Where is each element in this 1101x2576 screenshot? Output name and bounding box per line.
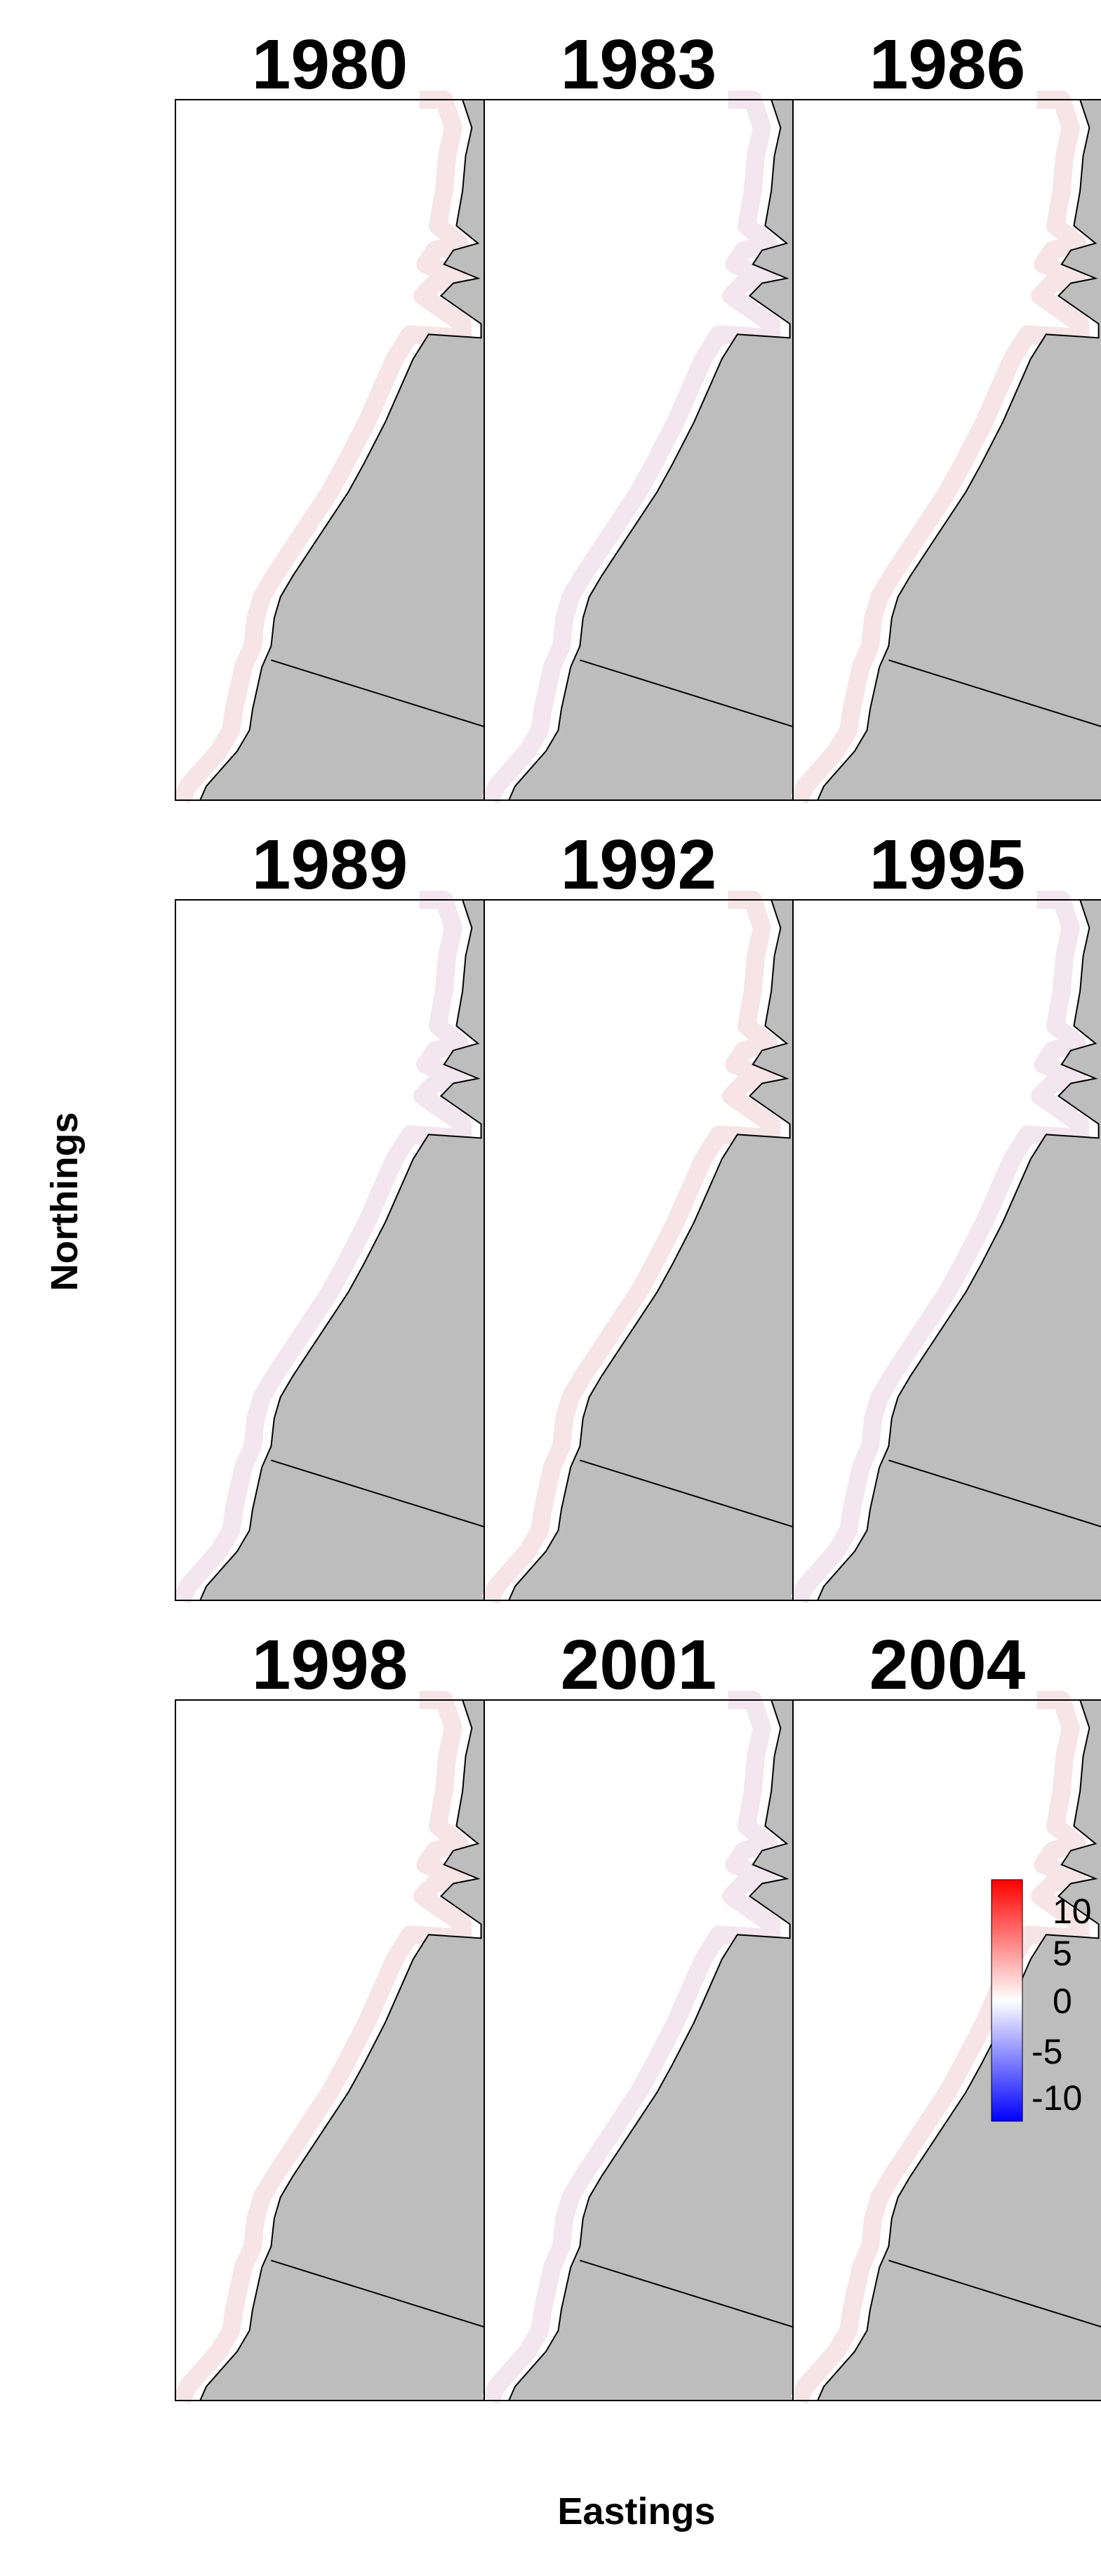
panel-title: 1989 — [252, 825, 408, 904]
land-area — [199, 99, 485, 801]
panel-title: 1998 — [252, 1626, 408, 1704]
x-axis-label: Eastings — [557, 2490, 715, 2532]
land-area — [507, 99, 794, 801]
coastal-anomaly-band — [481, 1691, 781, 2405]
panel-title: 1983 — [561, 25, 716, 104]
legend-tick-label: -10 — [1032, 2078, 1082, 2118]
panel-title: 2001 — [561, 1626, 716, 1704]
boundary-line — [271, 659, 485, 728]
panels-layer: 1980 1983 1986 1989 1992 1995 1998 2001 2004 — [173, 25, 1101, 2405]
panel-title: 1980 — [252, 25, 408, 104]
boundary-line — [271, 1459, 485, 1528]
map-panel: 1998 — [173, 1626, 485, 2405]
coastal-anomaly-band — [790, 91, 1090, 804]
coastal-anomaly-band — [173, 891, 472, 1605]
land-area — [199, 899, 485, 1601]
map-panel: 1995 — [790, 825, 1101, 1605]
coastal-anomaly-band — [173, 91, 472, 804]
map-panel: 2001 — [481, 1626, 794, 2405]
coastal-anomaly-band — [173, 1691, 472, 2405]
legend-tick-label: 5 — [1053, 1934, 1072, 1973]
map-panel: 2004 — [790, 1626, 1101, 2405]
boundary-line — [271, 2259, 485, 2328]
map-panel: 1983 — [481, 25, 794, 804]
boundary-line — [580, 659, 794, 728]
panel-frame — [792, 1699, 1101, 2401]
map-panel: 1989 — [173, 825, 485, 1605]
boundary-line — [580, 2259, 794, 2328]
panel-title: 1995 — [869, 825, 1025, 904]
boundary-line — [888, 1459, 1101, 1527]
panel-frame — [792, 899, 1101, 1601]
land-area — [816, 899, 1101, 1601]
coastal-anomaly-band — [481, 891, 781, 1605]
boundary-line — [888, 2259, 1101, 2328]
panel-title: 1992 — [561, 825, 716, 904]
land-area — [816, 99, 1101, 801]
y-axis-label: Northings — [44, 1113, 86, 1292]
land-area — [507, 899, 794, 1601]
land-area — [199, 1699, 485, 2401]
boundary-line — [580, 1459, 794, 1528]
legend-tick-label: 10 — [1053, 1892, 1092, 1931]
panel-title: 1986 — [869, 25, 1025, 104]
color-legend: 10 5 0 -5 -10 — [991, 1879, 1092, 2122]
panel-title: 2004 — [869, 1626, 1026, 1704]
boundary-line — [888, 659, 1101, 727]
land-area — [507, 1699, 794, 2401]
coastal-anomaly-band — [790, 891, 1090, 1605]
map-panel: 1980 — [173, 25, 485, 804]
map-panel: 1992 — [481, 825, 794, 1605]
legend-tick-label: 0 — [1053, 1981, 1072, 2021]
land-area — [816, 1699, 1101, 2401]
map-panel: 1986 — [790, 25, 1101, 804]
legend-colorbar — [991, 1879, 1023, 2122]
coastal-anomaly-band — [481, 91, 781, 804]
panel-frame — [792, 99, 1101, 801]
legend-tick-label: -5 — [1032, 2032, 1062, 2071]
